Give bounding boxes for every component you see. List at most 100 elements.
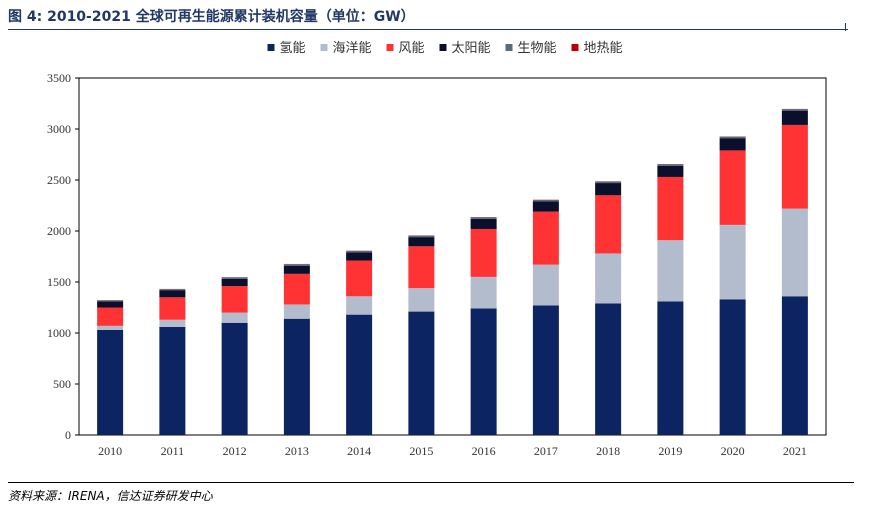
bar-segment-2020 [719,224,746,300]
bar-segment-2013 [283,265,310,274]
bar-segment-2010 [97,325,124,330]
x-tick-label: 2013 [285,444,309,458]
legend-swatch [571,44,579,51]
plot-frame [78,77,827,436]
bar-segment-2014 [346,250,373,253]
bar-segment-2013 [283,273,310,305]
bar-segment-2021 [781,124,808,209]
bar-segment-2011 [159,297,186,320]
legend-label: 氢能 [280,41,306,56]
bar-segment-2020 [719,136,746,139]
bar-segment-2021 [781,208,808,297]
bar-segment-2019 [657,164,684,166]
x-tick-label: 2019 [658,444,682,458]
x-tick-label: 2011 [161,444,185,458]
y-tick-label: 3000 [47,122,71,136]
bar-segment-2018 [595,253,622,304]
bar-segment-2018 [595,195,622,254]
x-tick-label: 2014 [347,444,371,458]
bar-segment-2018 [595,183,622,196]
bar-segment-2010 [97,301,124,308]
legend-label: 地热能 [584,41,623,56]
y-tick-label: 2000 [47,224,71,238]
y-tick-label: 0 [65,428,71,442]
x-tick-label: 2010 [98,444,122,458]
legend-swatch [386,44,394,51]
bar-segment-2014 [346,296,373,315]
bar-segment-2011 [159,326,186,435]
bar-segment-2010 [97,300,124,302]
bar-segment-2016 [470,276,497,309]
legend-label: 生物能 [518,41,557,56]
figure-title: 图 4: 2010-2021 全球可再生能源累计装机容量（单位：GW） [8,9,415,25]
bar-segment-2012 [221,286,248,313]
source-rule [8,482,854,483]
bar-segment-2013 [283,264,310,266]
x-tick-label: 2016 [472,444,496,458]
bar-segment-2015 [408,311,435,435]
bar-segment-2017 [532,305,559,435]
bar-segment-2012 [221,278,248,287]
legend: 氢能 海洋能 风能 太阳能 生物能 地热能 [267,41,623,56]
y-tick-label: 2500 [47,173,71,187]
bar-segment-2015 [408,237,435,247]
x-tick-label: 2017 [534,444,558,458]
stacked-bar-chart: 氢能 海洋能 风能 太阳能 生物能 地热能 0 500 1000 1500 2000 2500 300… [47,41,827,458]
x-tick-label: 2018 [596,444,620,458]
legend-swatch [267,44,275,51]
bar-segment-2018 [595,181,622,184]
y-tick-label: 3500 [47,71,71,85]
bar-segment-2010 [97,329,124,435]
bar-segment-2018 [595,303,622,435]
legend-swatch [505,44,513,51]
legend-label: 太阳能 [452,41,491,56]
bar-segment-2013 [283,318,310,435]
bar-segment-2021 [781,109,808,111]
x-tick-label: 2012 [223,444,247,458]
bars [97,108,808,435]
bar-segment-2019 [657,301,684,435]
bar-segment-2020 [719,150,746,225]
bar-segment-2020 [719,299,746,435]
bar-segment-2011 [159,319,186,327]
bar-segment-2014 [346,314,373,435]
bar-segment-2019 [657,240,684,302]
bar-segment-2011 [159,290,186,298]
bar-segment-2017 [532,264,559,306]
bar-segment-2014 [346,260,373,297]
bar-segment-2019 [657,176,684,241]
bar-segment-2012 [221,312,248,323]
legend-label: 风能 [399,41,425,56]
legend-swatch [320,44,328,51]
bar-segment-2015 [408,288,435,312]
bar-segment-2013 [283,304,310,319]
legend-label: 海洋能 [333,41,372,56]
bar-segment-2017 [532,211,559,265]
bar-segment-2017 [532,201,559,212]
bar-segment-2021 [781,110,808,125]
bar-segment-2012 [221,322,248,435]
y-tick-label: 1000 [47,326,71,340]
bar-segment-2012 [221,277,248,279]
y-tick-label: 1500 [47,275,71,289]
bar-segment-2015 [408,235,435,238]
title-rule [8,29,848,30]
legend-swatch [439,44,447,51]
source-note: 资料来源：IRENA，信达证券研发中心 [8,489,213,503]
x-tick-label: 2020 [721,444,745,458]
bar-segment-2011 [159,289,186,291]
x-tick-label: 2015 [409,444,433,458]
y-tick-label: 500 [53,377,71,391]
bar-segment-2016 [470,218,497,229]
bar-segment-2021 [781,296,808,435]
bar-segment-2016 [470,228,497,277]
x-tick-label: 2021 [783,444,807,458]
bar-segment-2010 [97,307,124,326]
bar-segment-2015 [408,246,435,289]
bar-segment-2016 [470,308,497,435]
bar-segment-2016 [470,217,497,219]
title-rule-corner [845,23,846,31]
bar-segment-2020 [719,138,746,151]
bar-segment-2017 [532,199,559,202]
bar-segment-2014 [346,252,373,261]
